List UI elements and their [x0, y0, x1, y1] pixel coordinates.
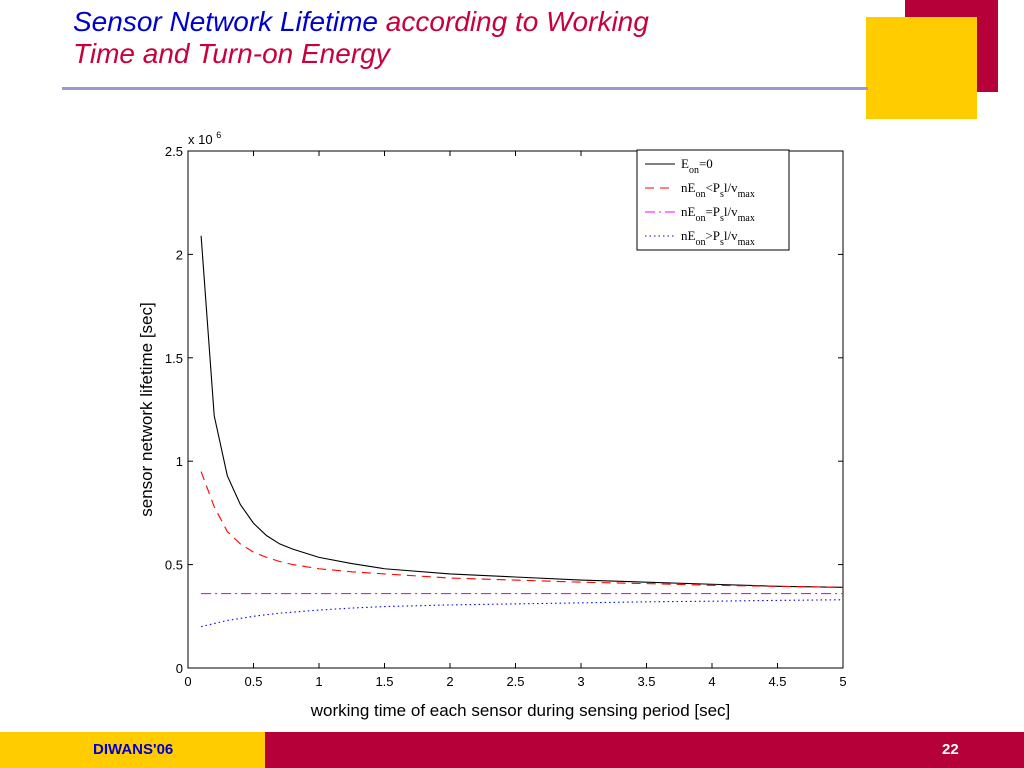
- y-tick-label: 1: [176, 454, 183, 469]
- y-tick-label: 2: [176, 247, 183, 262]
- footer-page-number: 22: [942, 741, 959, 758]
- corner-decoration-yellow: [866, 17, 977, 119]
- legend-entry: nEon>Psl/vmax: [681, 228, 755, 248]
- x-tick-label: 1: [315, 674, 322, 689]
- x-tick-label: 1.5: [375, 674, 393, 689]
- x-tick-label: 4.5: [768, 674, 786, 689]
- x-tick-label: 0: [184, 674, 191, 689]
- x-tick-label: 3: [577, 674, 584, 689]
- x-tick-label: 2: [446, 674, 453, 689]
- y-axis-label: sensor network lifetime [sec]: [137, 302, 156, 516]
- title-line2: Time and Turn-on Energy: [73, 38, 390, 69]
- y-scale-label: x 10 6: [188, 130, 221, 147]
- legend-entry: nEon=Psl/vmax: [681, 204, 755, 224]
- y-tick-label: 2.5: [165, 144, 183, 159]
- title-part2: according to Working: [385, 6, 649, 37]
- x-tick-label: 3.5: [637, 674, 655, 689]
- slide-title: Sensor Network Lifetime according to Wor…: [73, 6, 873, 70]
- legend-box: [636, 149, 790, 251]
- x-tick-label: 2.5: [506, 674, 524, 689]
- series-line-2: [200, 471, 844, 588]
- footer-left-panel: [0, 732, 265, 768]
- x-tick-label: 4: [708, 674, 715, 689]
- series-line-1: [200, 235, 844, 588]
- footer-conference-label: DIWANS'06: [93, 741, 174, 758]
- series-line-4: [200, 599, 844, 628]
- x-tick-label: 5: [839, 674, 846, 689]
- title-underline: [62, 87, 868, 90]
- x-axis-label: working time of each sensor during sensi…: [310, 701, 731, 720]
- y-tick-label: 0: [176, 661, 183, 676]
- legend-entry: Eon=0: [681, 156, 713, 176]
- legend-entry: nEon<Psl/vmax: [681, 180, 755, 200]
- y-tick-label: 1.5: [165, 351, 183, 366]
- x-tick-label: 0.5: [244, 674, 262, 689]
- title-part1: Sensor Network Lifetime: [73, 6, 379, 37]
- y-tick-label: 0.5: [165, 558, 183, 573]
- footer-bar: DIWANS'06 22: [0, 732, 1024, 768]
